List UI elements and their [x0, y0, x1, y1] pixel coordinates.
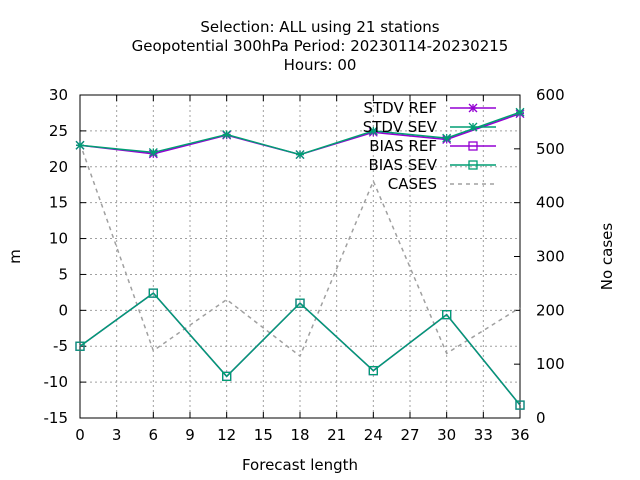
y2-tick-label: 200 — [536, 301, 565, 319]
legend-item-stdv-sev: STDV SEV — [363, 118, 496, 136]
x-tick-label: 12 — [217, 426, 236, 444]
x-tick-label: 33 — [474, 426, 493, 444]
data-point-stdv-sev — [368, 126, 378, 136]
data-point-stdv-sev — [295, 150, 305, 160]
y-tick-label: 25 — [49, 122, 68, 140]
series-line-cases — [79, 143, 521, 358]
y2-tick-label: 600 — [536, 86, 565, 104]
data-point-bias-sev — [442, 309, 452, 320]
y2-tick-label: 0 — [536, 409, 546, 427]
y2-axis-label: No cases — [598, 223, 616, 291]
x-tick-label: 21 — [327, 426, 346, 444]
data-point-stdv-sev — [442, 133, 452, 143]
series-line-bias-sev — [79, 292, 521, 406]
x-axis: 0 3 6 9 12 15 18 21 24 27 30 33 36 — [75, 95, 530, 444]
y-tick-label: 5 — [58, 265, 68, 283]
y2-axis: 0 100 200 300 400 500 600 — [514, 86, 565, 427]
data-point-stdv-sev — [75, 140, 85, 150]
y-tick-label: 10 — [49, 230, 68, 248]
series-line-stdv-ref — [79, 112, 521, 156]
legend-label: BIAS REF — [369, 137, 437, 155]
x-tick-label: 18 — [290, 426, 309, 444]
data-point-bias-sev — [368, 365, 378, 376]
y-tick-label: 30 — [49, 86, 68, 104]
legend-label: STDV REF — [363, 99, 437, 117]
y2-tick-label: 500 — [536, 140, 565, 158]
chart-title-line: Selection: ALL using 21 stations — [200, 18, 439, 36]
x-tick-label: 6 — [149, 426, 159, 444]
x-tick-label: 3 — [112, 426, 122, 444]
star-stroke — [295, 150, 305, 160]
x-tick-label: 36 — [510, 426, 529, 444]
y-tick-label: -15 — [44, 409, 69, 427]
legend-label: STDV SEV — [363, 118, 438, 136]
x-tick-label: 9 — [185, 426, 195, 444]
chart-title: Selection: ALL using 21 stationsGeopoten… — [132, 18, 509, 74]
legend-marker — [468, 122, 478, 132]
legend-label: CASES — [388, 175, 437, 193]
data-point-bias-sev — [295, 298, 305, 308]
legend-item-stdv-ref: STDV REF — [363, 99, 496, 117]
star-stroke — [222, 130, 232, 139]
x-tick-label: 24 — [364, 426, 383, 444]
star-stroke — [468, 103, 478, 113]
data-point-stdv-sev — [148, 147, 158, 157]
series-cases — [79, 143, 521, 358]
star-stroke — [368, 126, 378, 136]
star-stroke — [148, 147, 158, 157]
star-stroke — [468, 122, 478, 132]
x-tick-label: 27 — [400, 426, 419, 444]
y-tick-label: -5 — [53, 337, 68, 355]
y2-tick-label: 400 — [536, 194, 565, 212]
series-stdv-sev — [75, 107, 525, 160]
legend-marker — [468, 160, 478, 170]
data-point-stdv-sev — [222, 130, 232, 139]
y-axis-label: m — [6, 249, 24, 264]
legend-item-bias-ref: BIAS REF — [369, 137, 496, 155]
y-tick-label: -10 — [44, 373, 69, 391]
grid — [80, 95, 520, 418]
data-point-bias-sev — [222, 371, 232, 382]
y2-tick-label: 100 — [536, 355, 565, 373]
y-tick-label: 0 — [58, 301, 68, 319]
data-point-stdv-sev — [515, 107, 525, 117]
y-axis: -15 -10 -5 0 5 10 15 20 25 30 — [44, 86, 86, 427]
x-tick-label: 30 — [437, 426, 456, 444]
star-stroke — [75, 140, 85, 150]
data-point-bias-sev — [515, 400, 525, 410]
star-stroke — [515, 107, 525, 117]
data-point-bias-sev — [75, 341, 85, 351]
y2-tick-label: 300 — [536, 248, 565, 266]
legend-label: BIAS SEV — [368, 156, 437, 174]
data-point-bias-sev — [148, 288, 158, 298]
legend-marker — [468, 103, 478, 113]
chart-title-line: Geopotential 300hPa Period: 20230114-202… — [132, 37, 509, 55]
x-axis-label: Forecast length — [242, 456, 358, 474]
series-bias-sev — [75, 288, 525, 410]
x-tick-label: 15 — [254, 426, 273, 444]
y-tick-label: 20 — [49, 158, 68, 176]
legend-marker — [468, 141, 478, 151]
y-tick-label: 15 — [49, 194, 68, 212]
series-layer — [75, 107, 525, 410]
legend-item-cases: CASES — [388, 175, 496, 193]
star-stroke — [442, 133, 452, 143]
chart-title-line: Hours: 00 — [284, 56, 357, 74]
series-line-stdv-sev — [79, 111, 521, 156]
x-tick-label: 0 — [75, 426, 85, 444]
legend-item-bias-sev: BIAS SEV — [368, 156, 496, 174]
